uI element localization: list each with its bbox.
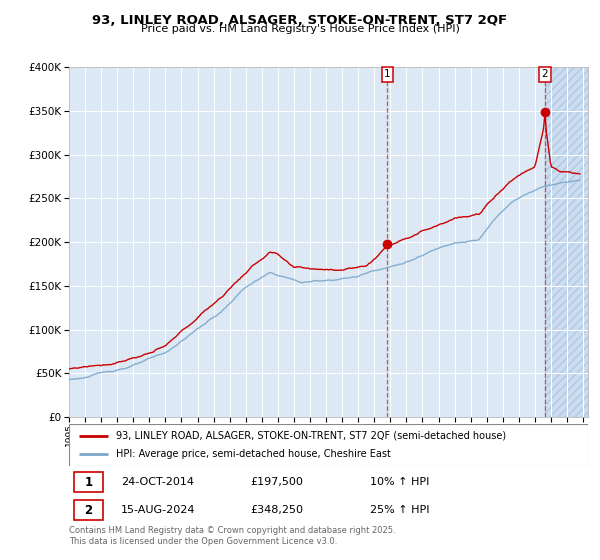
Text: 10% ↑ HPI: 10% ↑ HPI [370, 477, 430, 487]
Bar [74, 500, 103, 520]
Text: 25% ↑ HPI: 25% ↑ HPI [370, 505, 430, 515]
Text: 93, LINLEY ROAD, ALSAGER, STOKE-ON-TRENT, ST7 2QF: 93, LINLEY ROAD, ALSAGER, STOKE-ON-TRENT… [92, 14, 508, 27]
Bar [545, 67, 588, 417]
Text: 2: 2 [542, 69, 548, 79]
Text: 24-OCT-2014: 24-OCT-2014 [121, 477, 194, 487]
Text: 1: 1 [85, 475, 92, 489]
Text: £197,500: £197,500 [251, 477, 304, 487]
Text: £348,250: £348,250 [251, 505, 304, 515]
Text: Contains HM Land Registry data © Crown copyright and database right 2025.
This d: Contains HM Land Registry data © Crown c… [69, 526, 395, 546]
Bar [545, 67, 588, 417]
Text: 2: 2 [85, 504, 92, 517]
Text: 1: 1 [384, 69, 391, 79]
Text: 93, LINLEY ROAD, ALSAGER, STOKE-ON-TRENT, ST7 2QF (semi-detached house): 93, LINLEY ROAD, ALSAGER, STOKE-ON-TRENT… [116, 431, 506, 441]
Text: HPI: Average price, semi-detached house, Cheshire East: HPI: Average price, semi-detached house,… [116, 449, 391, 459]
Text: 15-AUG-2024: 15-AUG-2024 [121, 505, 196, 515]
Text: Price paid vs. HM Land Registry's House Price Index (HPI): Price paid vs. HM Land Registry's House … [140, 24, 460, 34]
Bar [74, 472, 103, 492]
